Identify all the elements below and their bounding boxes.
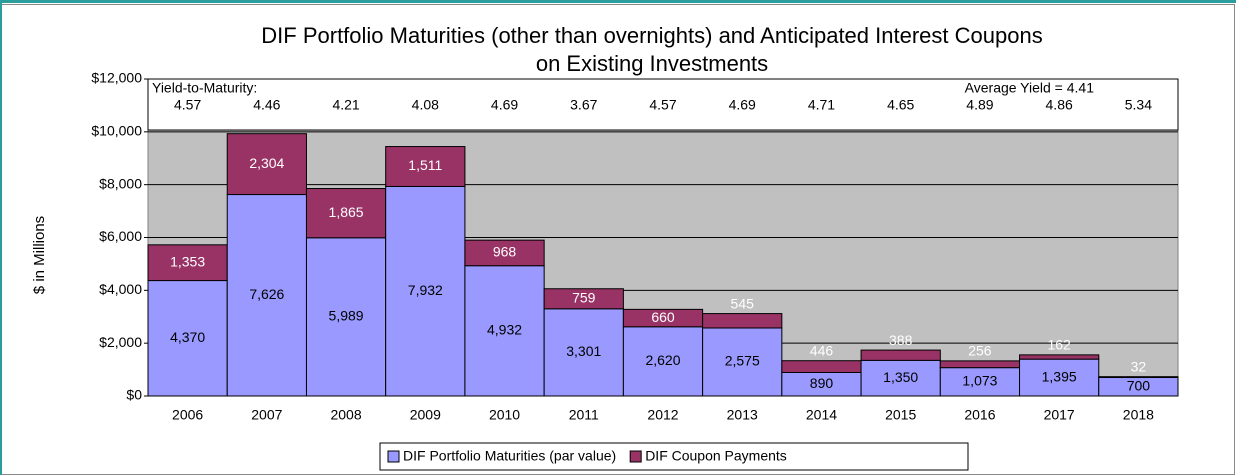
bar-segment (305, 188, 387, 239)
average-yield: Average Yield = 4.41 (965, 80, 1095, 96)
data-label: 4,370 (170, 329, 205, 345)
x-tick-label: 2016 (964, 407, 995, 423)
data-label: 1,073 (962, 373, 997, 389)
bar-segment (305, 237, 387, 397)
bar-segment (226, 194, 307, 397)
bar-segment (147, 280, 228, 397)
data-label: 256 (968, 343, 992, 359)
chart-title: DIF Portfolio Maturities (other than ove… (261, 23, 1042, 48)
data-label: 2,620 (645, 352, 680, 368)
yield-value: 4.71 (808, 97, 835, 113)
data-label: 7,932 (408, 282, 443, 298)
yield-value: 3.67 (570, 97, 597, 113)
yield-value: 4.21 (332, 97, 359, 113)
data-label: 545 (731, 295, 755, 311)
data-label: 968 (493, 244, 517, 260)
data-label: 162 (1047, 337, 1071, 353)
x-tick-label: 2013 (727, 407, 758, 423)
y-tick-label: $0 (126, 387, 142, 403)
data-label: 759 (572, 289, 596, 305)
x-tick-label: 2010 (489, 407, 520, 423)
bar-segment (226, 133, 307, 196)
bar-segment (464, 265, 545, 397)
data-label: 3,301 (566, 343, 601, 359)
yield-value: 4.57 (174, 97, 201, 113)
data-label: 700 (1127, 377, 1151, 393)
yield-value: 4.65 (887, 97, 914, 113)
y-tick-label: $2,000 (99, 334, 142, 350)
legend-swatch (387, 450, 400, 463)
data-label: 1,511 (408, 157, 442, 173)
data-label: 7,626 (249, 286, 284, 302)
y-tick-label: $8,000 (99, 175, 142, 191)
x-tick-label: 2011 (569, 407, 599, 423)
x-tick-label: 2007 (251, 407, 282, 423)
chart-title: on Existing Investments (536, 51, 768, 76)
data-label: 1,350 (883, 369, 918, 385)
data-label: 4,932 (487, 322, 522, 338)
data-label: 1,353 (170, 253, 205, 269)
yield-value: 4.08 (412, 97, 439, 113)
x-tick-label: 2018 (1123, 407, 1154, 423)
data-label: 446 (810, 342, 834, 358)
x-tick-label: 2014 (806, 407, 837, 423)
legend-box (379, 442, 969, 471)
bar-segment (1019, 354, 1100, 360)
bar-segment (702, 313, 783, 329)
bar-segment (939, 360, 1021, 369)
yield-value: 4.69 (491, 97, 518, 113)
y-tick-label: $12,000 (91, 70, 142, 86)
bar-segment (860, 349, 941, 361)
bar-segment (543, 308, 624, 397)
yield-value: 4.86 (1046, 97, 1073, 113)
y-tick-label: $4,000 (99, 281, 142, 297)
x-tick-label: 2009 (410, 407, 441, 423)
x-tick-label: 2015 (885, 407, 916, 423)
bar-segment (1019, 358, 1100, 397)
data-label: 388 (889, 332, 913, 348)
y-tick-label: $10,000 (91, 123, 142, 139)
yield-title: Yield-to-Maturity: (152, 80, 257, 96)
bar-segment (622, 326, 704, 397)
yield-value: 5.34 (1125, 97, 1152, 113)
y-tick-label: $6,000 (99, 228, 142, 244)
bar-segment (543, 288, 624, 310)
legend-label: DIF Portfolio Maturities (par value) (403, 448, 616, 464)
yield-value: 4.89 (966, 97, 993, 113)
bar-segment (464, 239, 545, 267)
data-label: 890 (810, 375, 834, 391)
bar-segment (385, 185, 466, 397)
data-label: 2,304 (249, 155, 284, 171)
yield-value: 4.57 (649, 97, 676, 113)
data-label: 1,865 (329, 204, 364, 220)
bar-segment (385, 146, 466, 187)
x-tick-label: 2017 (1044, 407, 1075, 423)
bar-segment (702, 327, 783, 397)
bar-segment (1098, 376, 1179, 379)
legend-label: DIF Coupon Payments (645, 448, 787, 464)
x-tick-label: 2008 (330, 407, 361, 423)
yield-box (147, 78, 1179, 131)
x-tick-label: 2012 (647, 407, 678, 423)
y-axis-label: $ in Millions (31, 216, 48, 294)
bar-segment (781, 360, 862, 373)
legend-swatch (629, 450, 642, 463)
yield-value: 4.69 (729, 97, 756, 113)
data-label: 660 (651, 309, 675, 325)
data-label: 32 (1131, 358, 1147, 374)
data-label: 5,989 (329, 308, 364, 324)
data-label: 2,575 (725, 353, 760, 369)
data-label: 1,395 (1042, 368, 1077, 384)
x-tick-label: 2006 (172, 407, 203, 423)
yield-value: 4.46 (253, 97, 280, 113)
